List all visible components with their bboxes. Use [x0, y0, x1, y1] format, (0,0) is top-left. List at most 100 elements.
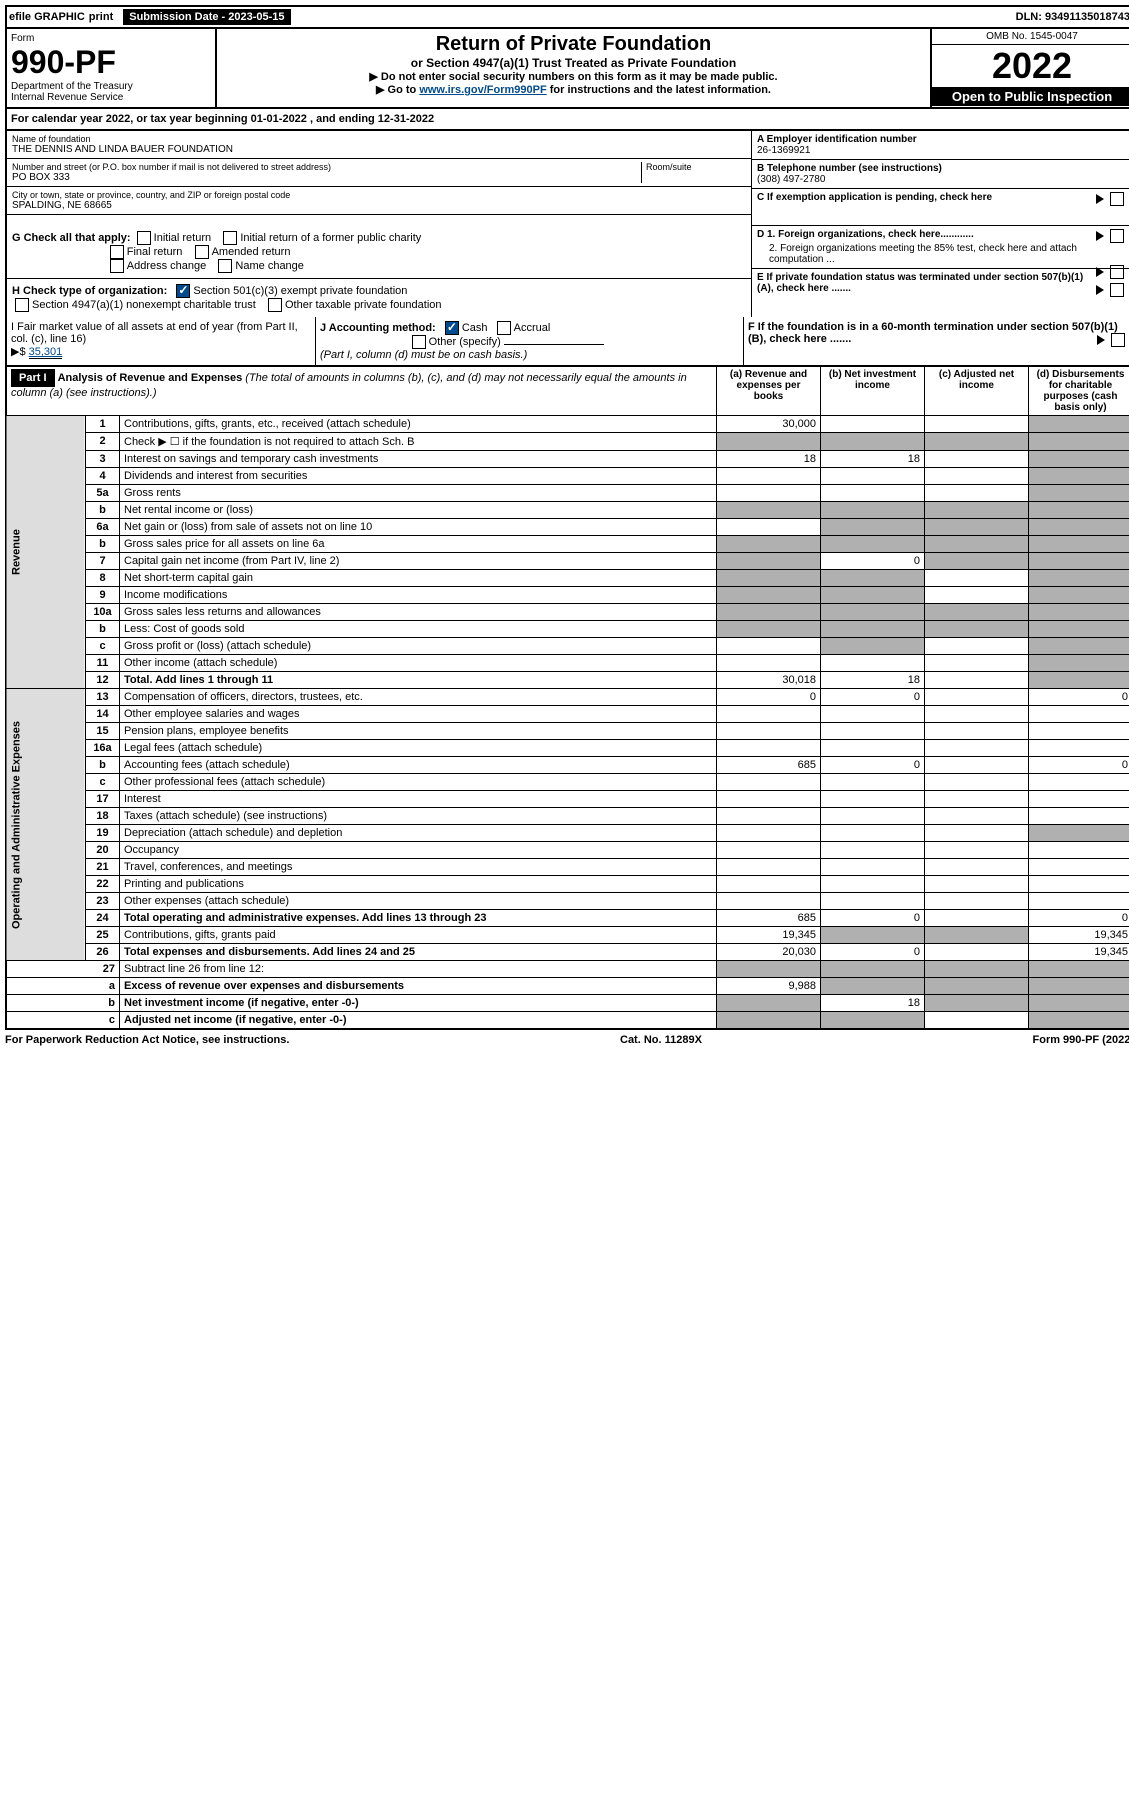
amended-cb[interactable] [195, 245, 209, 259]
row-num: 7 [86, 553, 120, 570]
cell: 30,000 [717, 416, 821, 433]
g-opt-4: Address change [127, 260, 207, 272]
dept-treasury: Department of the Treasury Internal Reve… [11, 81, 211, 103]
other-label: Other (specify) [429, 336, 501, 348]
cell [717, 859, 821, 876]
print-label[interactable]: print [89, 11, 113, 23]
addr-change-cb[interactable] [110, 259, 124, 273]
row-label: Interest [120, 791, 717, 808]
calendar-year: For calendar year 2022, or tax year begi… [5, 109, 1129, 131]
cell [717, 791, 821, 808]
cell [717, 621, 821, 638]
e-cb[interactable] [1110, 283, 1124, 297]
cell [821, 774, 925, 791]
cell [1029, 604, 1129, 621]
row-num: 1 [86, 416, 120, 433]
row-num: a [6, 978, 120, 995]
row-num: 2 [86, 433, 120, 451]
i-value[interactable]: 35,301 [29, 346, 63, 359]
cell [925, 859, 1029, 876]
d1-label: D 1. Foreign organizations, check here..… [757, 229, 974, 240]
other-taxable-cb[interactable] [268, 298, 282, 312]
cell [925, 774, 1029, 791]
c-checkbox[interactable] [1110, 192, 1124, 206]
addr-label: Number and street (or P.O. box number if… [12, 162, 641, 172]
cell [717, 808, 821, 825]
instr-1: ▶ Do not enter social security numbers o… [221, 70, 926, 83]
row-num: 13 [86, 689, 120, 706]
cell [1029, 876, 1129, 893]
d2-cb[interactable] [1110, 265, 1124, 279]
cell [925, 553, 1029, 570]
501c3-cb[interactable] [176, 284, 190, 298]
cell: 18 [821, 672, 925, 689]
initial-former-cb[interactable] [223, 231, 237, 245]
cell: 685 [717, 910, 821, 927]
cell [821, 706, 925, 723]
cell [821, 536, 925, 553]
j-label: J Accounting method: [320, 322, 436, 334]
i-label: I Fair market value of all assets at end… [11, 321, 298, 345]
row-label: Net gain or (loss) from sale of assets n… [120, 519, 717, 536]
cell [925, 842, 1029, 859]
other-cb[interactable] [412, 335, 426, 349]
cell [821, 825, 925, 842]
name-change-cb[interactable] [218, 259, 232, 273]
cell [821, 485, 925, 502]
row-num: c [86, 774, 120, 791]
cell [717, 1012, 821, 1030]
row-num: 25 [86, 927, 120, 944]
cell [925, 451, 1029, 468]
cell [925, 706, 1029, 723]
form-label: Form [11, 33, 211, 44]
row-num: 27 [6, 961, 120, 978]
city-state-zip: SPALDING, NE 68665 [12, 200, 746, 211]
irs-link[interactable]: www.irs.gov/Form990PF [419, 84, 546, 96]
final-return-cb[interactable] [110, 245, 124, 259]
room-label: Room/suite [646, 162, 746, 172]
cell [717, 774, 821, 791]
row-label: Net short-term capital gain [120, 570, 717, 587]
row-label: Occupancy [120, 842, 717, 859]
accrual-label: Accrual [514, 322, 551, 334]
col-b-header: (b) Net investment income [821, 367, 925, 416]
cell [717, 502, 821, 519]
initial-return-cb[interactable] [137, 231, 151, 245]
row-num: b [6, 995, 120, 1012]
cell [1029, 740, 1129, 757]
h-opt-2: Section 4947(a)(1) nonexempt charitable … [32, 299, 256, 311]
f-cb[interactable] [1111, 333, 1125, 347]
cash-cb[interactable] [445, 321, 459, 335]
accrual-cb[interactable] [497, 321, 511, 335]
row-num: 12 [86, 672, 120, 689]
cell: 685 [717, 757, 821, 774]
cell [717, 842, 821, 859]
4947-cb[interactable] [15, 298, 29, 312]
cell [1029, 416, 1129, 433]
cell: 19,345 [1029, 944, 1129, 961]
f-label: F If the foundation is in a 60-month ter… [748, 321, 1118, 345]
d1-cb[interactable] [1110, 229, 1124, 243]
cell [717, 587, 821, 604]
col-d-header: (d) Disbursements for charitable purpose… [1029, 367, 1129, 416]
row-num: c [6, 1012, 120, 1030]
cell [1029, 672, 1129, 689]
part-1-title: Analysis of Revenue and Expenses [58, 372, 243, 384]
cell [717, 519, 821, 536]
cell [717, 553, 821, 570]
dln: DLN: 93491135018743 [1016, 11, 1129, 23]
row-label: Total. Add lines 1 through 11 [120, 672, 717, 689]
cell [1029, 859, 1129, 876]
row-num: b [86, 536, 120, 553]
row-label: Less: Cost of goods sold [120, 621, 717, 638]
row-num: 8 [86, 570, 120, 587]
cell [1029, 791, 1129, 808]
arrow-icon [1097, 335, 1105, 345]
ein-value: 26-1369921 [757, 145, 1127, 156]
cell [1029, 723, 1129, 740]
cell [821, 433, 925, 451]
row-num: 22 [86, 876, 120, 893]
cell [1029, 706, 1129, 723]
d2-label: 2. Foreign organizations meeting the 85%… [757, 243, 1127, 265]
cell: 0 [1029, 910, 1129, 927]
